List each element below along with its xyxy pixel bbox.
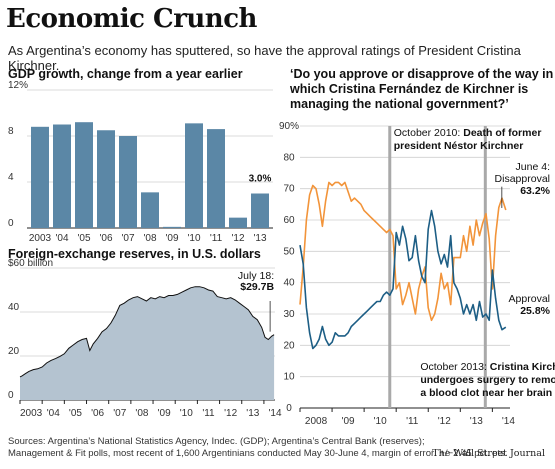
gdp-xtick-label: '05 bbox=[77, 233, 90, 244]
reserves-xtick-label: '08 bbox=[135, 408, 148, 419]
gdp-bar bbox=[31, 126, 49, 228]
approval-annotation-value: 25.8% bbox=[520, 305, 550, 317]
reserves-line bbox=[19, 286, 275, 378]
poll-ytick-label: 70 bbox=[283, 184, 295, 195]
sources-note: Sources: Argentina’s National Statistics… bbox=[8, 436, 508, 460]
poll-ytick-label: 50 bbox=[283, 246, 295, 257]
poll-series-disapproval-line bbox=[299, 181, 507, 322]
reserves-xtick-label: '06 bbox=[91, 408, 104, 419]
gdp-xtick-label: '12 bbox=[231, 233, 244, 244]
poll-title-line3: managing the national government?’ bbox=[290, 97, 509, 111]
reserves-xtick-label: '09 bbox=[158, 408, 171, 419]
reserves-xtick-label: '14 bbox=[268, 408, 281, 419]
reserves-xtick-label: '10 bbox=[180, 408, 193, 419]
disapproval-annotation-name: Disapproval bbox=[495, 173, 550, 185]
event-2010-label-line2: president Néstor Kirchner bbox=[394, 140, 524, 152]
gdp-bar bbox=[97, 130, 115, 228]
gdp-bar bbox=[119, 136, 137, 228]
credit-wsj: The Wall Street Journal bbox=[432, 448, 545, 459]
poll-ytick-label: 20 bbox=[283, 340, 295, 351]
reserves-ytick-label: $60 billion bbox=[8, 258, 53, 269]
poll-ytick-label: 90% bbox=[279, 121, 299, 132]
reserves-xtick-label: '04 bbox=[47, 408, 60, 419]
gdp-bar bbox=[207, 129, 225, 228]
event-2013-date: October 2013: bbox=[420, 361, 489, 373]
event-2010-date: October 2010: bbox=[394, 127, 463, 139]
reserves-ytick-label: 0 bbox=[8, 390, 14, 401]
poll-xtick-label: '11 bbox=[406, 416, 419, 427]
gdp-xtick-label: '04 bbox=[55, 233, 68, 244]
reserves-xtick-label: '11 bbox=[202, 408, 215, 419]
gdp-xtick-label: 2003 bbox=[29, 233, 52, 244]
event-2013-text: Cristina Kirchner bbox=[490, 361, 555, 373]
gdp-bar bbox=[163, 226, 181, 228]
gdp-ytick-label: 8 bbox=[8, 126, 14, 137]
event-2010-label-line1: October 2010: Death of former bbox=[394, 127, 542, 139]
gdp-bar bbox=[141, 192, 159, 228]
reserves-xtick-label: '12 bbox=[224, 408, 237, 419]
gdp-ytick-label: 4 bbox=[8, 172, 14, 183]
gdp-data-label: 3.0% bbox=[249, 174, 272, 185]
gdp-bar bbox=[53, 124, 71, 228]
poll-ytick-label: 40 bbox=[283, 278, 295, 289]
gdp-bar bbox=[185, 123, 203, 228]
poll-xtick-label: 2008 bbox=[305, 416, 328, 427]
gdp-xtick-label: '07 bbox=[121, 233, 134, 244]
gdp-xtick-label: '06 bbox=[99, 233, 112, 244]
gdp-bar bbox=[229, 217, 247, 228]
poll-ytick-label: 30 bbox=[283, 309, 295, 320]
disapproval-annotation-date: June 4: bbox=[516, 161, 550, 173]
gdp-xtick-label: '08 bbox=[143, 233, 156, 244]
reserves-xtick-label: '13 bbox=[246, 408, 259, 419]
poll-xtick-label: '09 bbox=[342, 416, 355, 427]
reserves-chart-title: Foreign-exchange reserves, in U.S. dolla… bbox=[8, 247, 261, 261]
poll-xtick-label: '13 bbox=[470, 416, 483, 427]
gdp-bar bbox=[75, 122, 93, 228]
poll-chart-title: ‘Do you approve or disapprove of the way… bbox=[290, 67, 553, 112]
gdp-ytick-label: 12% bbox=[8, 80, 28, 91]
poll-ytick-label: 0 bbox=[286, 403, 292, 414]
sources-line1: Sources: Argentina’s National Statistics… bbox=[8, 436, 425, 447]
poll-xtick-label: '12 bbox=[438, 416, 451, 427]
reserves-ytick-label: 20 bbox=[8, 346, 20, 357]
reserves-xtick-label: 2003 bbox=[20, 408, 43, 419]
reserves-annotation-value: $29.7B bbox=[240, 281, 274, 293]
page-title: Economic Crunch bbox=[6, 4, 257, 34]
gdp-chart-title: GDP growth, change from a year earlier bbox=[8, 67, 243, 81]
event-2013-label-line1: October 2013: Cristina Kirchner bbox=[420, 361, 555, 373]
gdp-xtick-label: '10 bbox=[187, 233, 200, 244]
poll-ytick-label: 10 bbox=[283, 372, 295, 383]
poll-series-approval-line bbox=[299, 209, 507, 350]
gdp-xtick-label: '09 bbox=[165, 233, 178, 244]
gdp-bar bbox=[251, 193, 269, 228]
poll-event-marker bbox=[388, 126, 392, 408]
reserves-xtick-label: '07 bbox=[113, 408, 126, 419]
page-subtitle: As Argentina’s economy has sputtered, so… bbox=[8, 43, 521, 73]
poll-title-line2: which Cristina Fernández de Kirchner is bbox=[290, 82, 529, 96]
poll-ytick-label: 60 bbox=[283, 215, 295, 226]
reserves-area bbox=[20, 286, 275, 400]
sources-line2: Management & Fit polls, most recent of 1… bbox=[8, 448, 508, 459]
poll-ytick-label: 80 bbox=[283, 152, 295, 163]
disapproval-annotation-value: 63.2% bbox=[520, 185, 550, 197]
approval-annotation-name: Approval bbox=[509, 293, 550, 305]
reserves-xtick-label: '05 bbox=[69, 408, 82, 419]
reserves-annotation-date: July 18: bbox=[238, 270, 274, 282]
poll-xtick-label: '10 bbox=[374, 416, 387, 427]
event-2010-text: Death of former bbox=[463, 127, 541, 139]
gdp-xtick-label: '13 bbox=[253, 233, 266, 244]
gdp-ytick-label: 0 bbox=[8, 218, 14, 229]
reserves-ytick-label: 40 bbox=[8, 302, 20, 313]
poll-xtick-label: '14 bbox=[502, 416, 515, 427]
gdp-xtick-label: '11 bbox=[210, 233, 223, 244]
event-2013-label-line2: undergoes surgery to remove bbox=[420, 374, 555, 386]
event-2013-label-line3: a blood clot near her brain bbox=[420, 387, 552, 399]
poll-event-marker bbox=[483, 126, 487, 408]
poll-title-line1: ‘Do you approve or disapprove of the way… bbox=[290, 67, 554, 81]
